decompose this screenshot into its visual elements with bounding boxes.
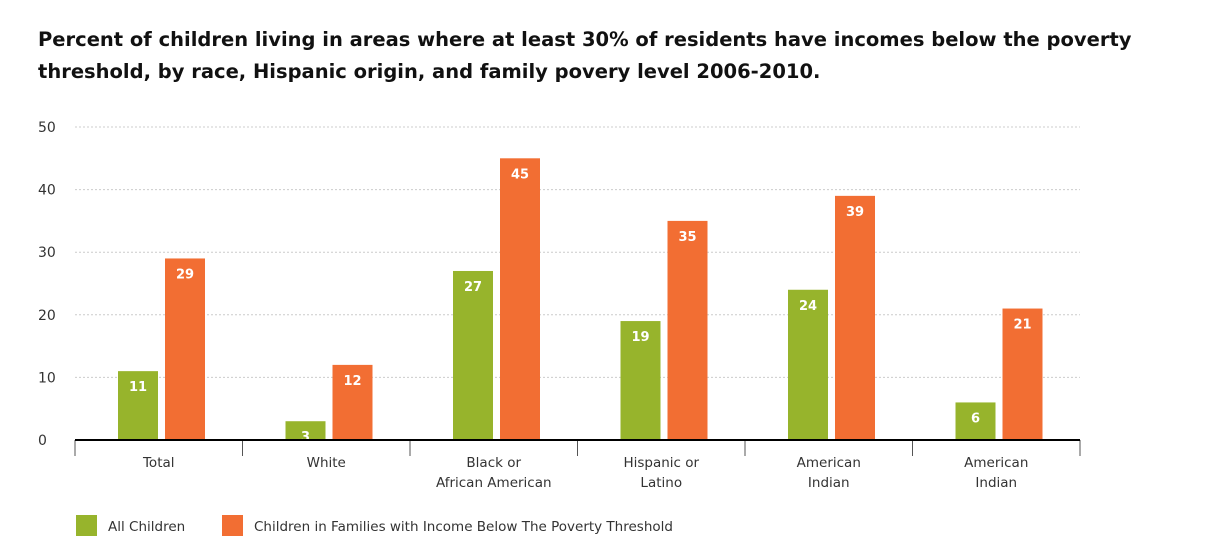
- legend-swatch: [76, 515, 97, 536]
- bar: [285, 421, 326, 440]
- category-label: Black or: [466, 455, 521, 471]
- bar: [667, 220, 708, 440]
- data-label: 27: [464, 280, 482, 295]
- bar: [955, 402, 996, 440]
- category-label: American: [964, 455, 1028, 471]
- category-label: Total: [142, 455, 175, 471]
- legend-label: All Children: [108, 519, 185, 535]
- category-label: Hispanic or: [623, 455, 699, 471]
- bar: [118, 371, 158, 440]
- y-tick-label: 20: [38, 308, 56, 324]
- data-label: 29: [176, 267, 194, 282]
- bar: [788, 289, 828, 440]
- data-label: 21: [1013, 318, 1031, 333]
- y-tick-label: 0: [38, 433, 47, 449]
- y-tick-label: 30: [38, 245, 56, 261]
- category-label: American: [797, 455, 861, 471]
- legend-swatch: [222, 515, 243, 536]
- bar: [165, 258, 205, 440]
- y-tick-label: 40: [38, 183, 56, 199]
- data-label: 12: [343, 374, 361, 389]
- category-label: African American: [436, 475, 552, 491]
- category-label: Indian: [975, 475, 1017, 491]
- bar: [620, 321, 661, 440]
- category-label: White: [307, 455, 346, 471]
- category-label: Latino: [640, 475, 682, 491]
- data-label: 45: [511, 167, 529, 182]
- bar: [500, 158, 540, 441]
- data-label: 3: [301, 430, 310, 445]
- bar: [835, 195, 875, 440]
- legend-label: Children in Families with Income Below T…: [254, 519, 673, 535]
- data-label: 19: [631, 330, 649, 345]
- data-label: 35: [678, 230, 696, 245]
- category-label: Indian: [808, 475, 850, 491]
- y-tick-label: 50: [38, 120, 56, 136]
- bar: [1002, 308, 1043, 440]
- bar: [453, 270, 493, 440]
- data-label: 6: [971, 411, 980, 426]
- chart-title: Percent of children living in areas wher…: [38, 28, 1132, 83]
- data-label: 24: [799, 299, 817, 314]
- bar: [332, 364, 373, 440]
- data-label: 11: [129, 380, 147, 395]
- data-label: 39: [846, 205, 864, 220]
- y-tick-label: 10: [38, 370, 56, 386]
